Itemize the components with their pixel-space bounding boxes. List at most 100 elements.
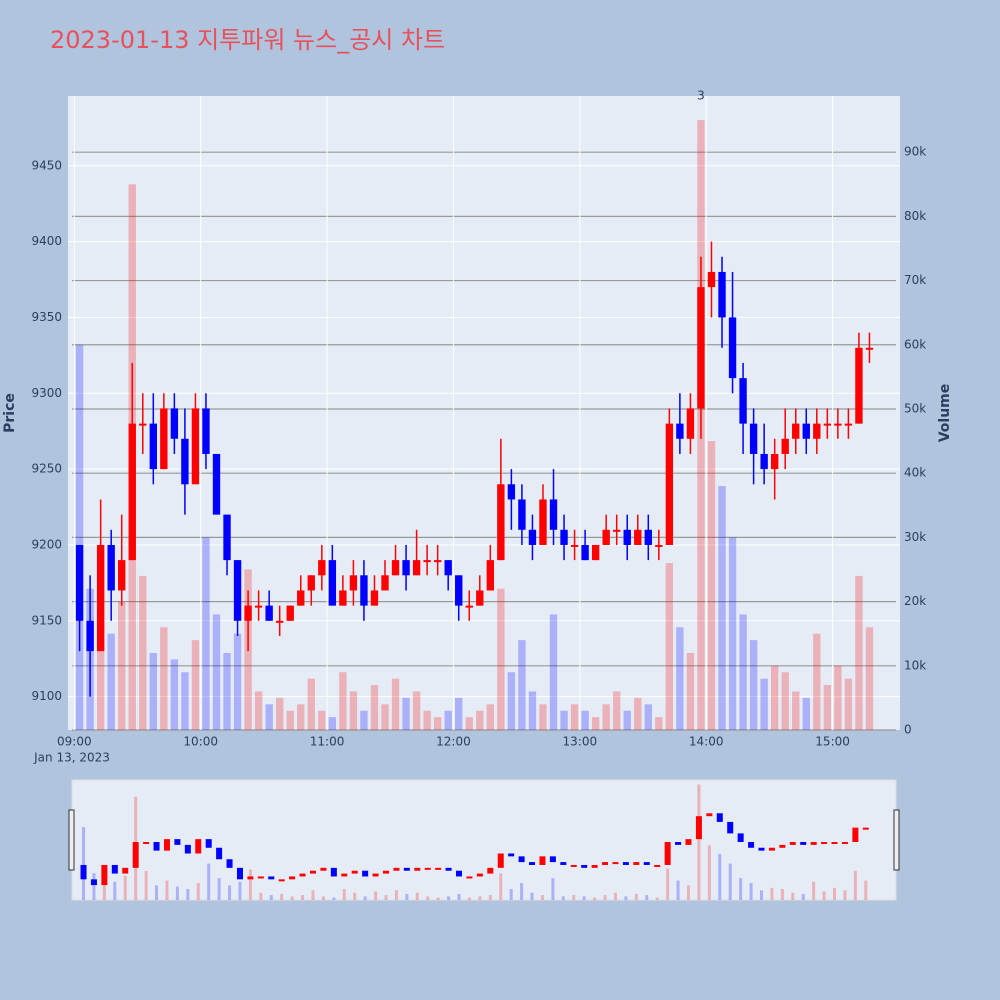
volume-bar xyxy=(318,710,326,730)
volume-bar xyxy=(728,537,737,730)
volume-bar xyxy=(676,627,684,730)
slider-volume-bar xyxy=(363,896,367,900)
slider-candle xyxy=(132,842,139,868)
candle-body xyxy=(160,408,168,470)
slider-candle xyxy=(122,867,129,874)
slider-volume-bar xyxy=(593,897,597,900)
volume-bar xyxy=(539,704,547,730)
candle-body xyxy=(107,544,115,591)
slider-volume-bar xyxy=(624,896,628,900)
candle-body xyxy=(223,514,231,561)
candle-body xyxy=(602,529,610,545)
slider-volume-bar xyxy=(520,882,524,900)
slider-candle xyxy=(372,873,379,877)
candle-body xyxy=(634,529,642,545)
y2-tick-label: 30k xyxy=(904,530,926,544)
slider-volume-bar xyxy=(812,881,816,900)
volume-bar xyxy=(644,704,652,730)
slider-candle xyxy=(383,870,390,874)
slider-candle xyxy=(560,862,567,865)
candle-body xyxy=(560,529,568,545)
slider-volume-bar xyxy=(228,885,232,900)
slider-volume-bar xyxy=(499,873,503,900)
slider-candle xyxy=(862,827,869,830)
slider-volume-bar xyxy=(780,889,784,900)
volume-bar xyxy=(412,691,421,730)
candle-body xyxy=(96,544,105,652)
slider-volume-bar xyxy=(488,895,492,900)
slider-candle xyxy=(299,873,306,877)
slider-volume-bar xyxy=(238,881,242,900)
volume-bar xyxy=(349,691,358,730)
slider-candle xyxy=(779,844,786,848)
slider-candle xyxy=(633,862,640,865)
volume-bar xyxy=(107,633,115,730)
candle-body xyxy=(328,560,337,606)
slider-volume-bar xyxy=(405,893,409,900)
slider-volume-bar xyxy=(509,889,513,900)
slider-volume-bar xyxy=(603,895,607,900)
volume-bar xyxy=(118,601,126,730)
y-tick-label: 9200 xyxy=(31,537,62,551)
slider-volume-bar xyxy=(791,892,795,900)
candle-body xyxy=(455,575,463,606)
candle-body xyxy=(297,590,305,606)
candle-body xyxy=(128,423,136,561)
slider-volume-bar xyxy=(311,890,315,900)
volume-bar xyxy=(792,691,800,730)
volume-bar xyxy=(613,691,621,730)
slider-volume-bar xyxy=(436,897,440,900)
y2-tick-label: 10k xyxy=(904,658,926,672)
volume-bar xyxy=(570,704,579,730)
slider-candle xyxy=(716,813,723,822)
candle-body xyxy=(518,499,526,530)
slider-volume-bar xyxy=(540,895,544,900)
volume-bar xyxy=(433,717,442,730)
x-tick-label: 13:00 xyxy=(563,735,598,749)
range-handle-left[interactable] xyxy=(68,809,75,871)
x-tick-label: 15:00 xyxy=(815,735,850,749)
slider-candle xyxy=(143,842,150,845)
slider-candle xyxy=(205,839,212,848)
candle-body xyxy=(433,560,442,563)
volume-bar xyxy=(223,652,231,730)
volume-bar xyxy=(739,614,747,730)
slider-candle xyxy=(643,862,650,865)
candle-body xyxy=(244,605,252,621)
y2-tick-label: 40k xyxy=(904,466,926,480)
slider-volume-bar xyxy=(718,853,722,900)
candle-body xyxy=(423,560,431,563)
volume-bar xyxy=(455,697,463,730)
candle-body xyxy=(802,423,810,439)
volume-bar xyxy=(655,717,663,730)
slider-volume-bar xyxy=(676,880,680,900)
slider-volume-bar xyxy=(770,887,774,900)
volume-bar xyxy=(507,672,516,730)
slider-candle xyxy=(309,870,316,874)
slider-candle xyxy=(758,847,765,851)
volume-bar xyxy=(518,640,526,730)
slider-volume-bar xyxy=(447,896,451,900)
candle-body xyxy=(823,423,832,426)
y2-tick-label: 60k xyxy=(904,337,926,351)
slider-volume-bar xyxy=(144,870,148,900)
slider-volume-bar xyxy=(155,885,159,900)
slider-volume-bar xyxy=(843,890,847,900)
slider-volume-bar xyxy=(165,880,169,900)
slider-volume-bar xyxy=(655,897,659,900)
chart-title: 2023-01-13 지투파워 뉴스_공시 차트 xyxy=(50,26,445,54)
slider-candle xyxy=(675,842,682,845)
volume-bar xyxy=(770,665,779,730)
slider-candle xyxy=(497,853,504,868)
candle-body xyxy=(655,544,663,547)
slider-volume-bar xyxy=(801,893,805,900)
candle-body xyxy=(381,575,389,591)
volume-bar xyxy=(360,710,368,730)
slider-candle xyxy=(414,867,421,871)
range-handle-right[interactable] xyxy=(893,809,900,871)
slider-candle xyxy=(768,847,775,851)
slider-volume-bar xyxy=(613,892,617,900)
volume-bar xyxy=(202,537,210,730)
volume-bar xyxy=(528,691,537,730)
volume-bar xyxy=(549,614,558,730)
